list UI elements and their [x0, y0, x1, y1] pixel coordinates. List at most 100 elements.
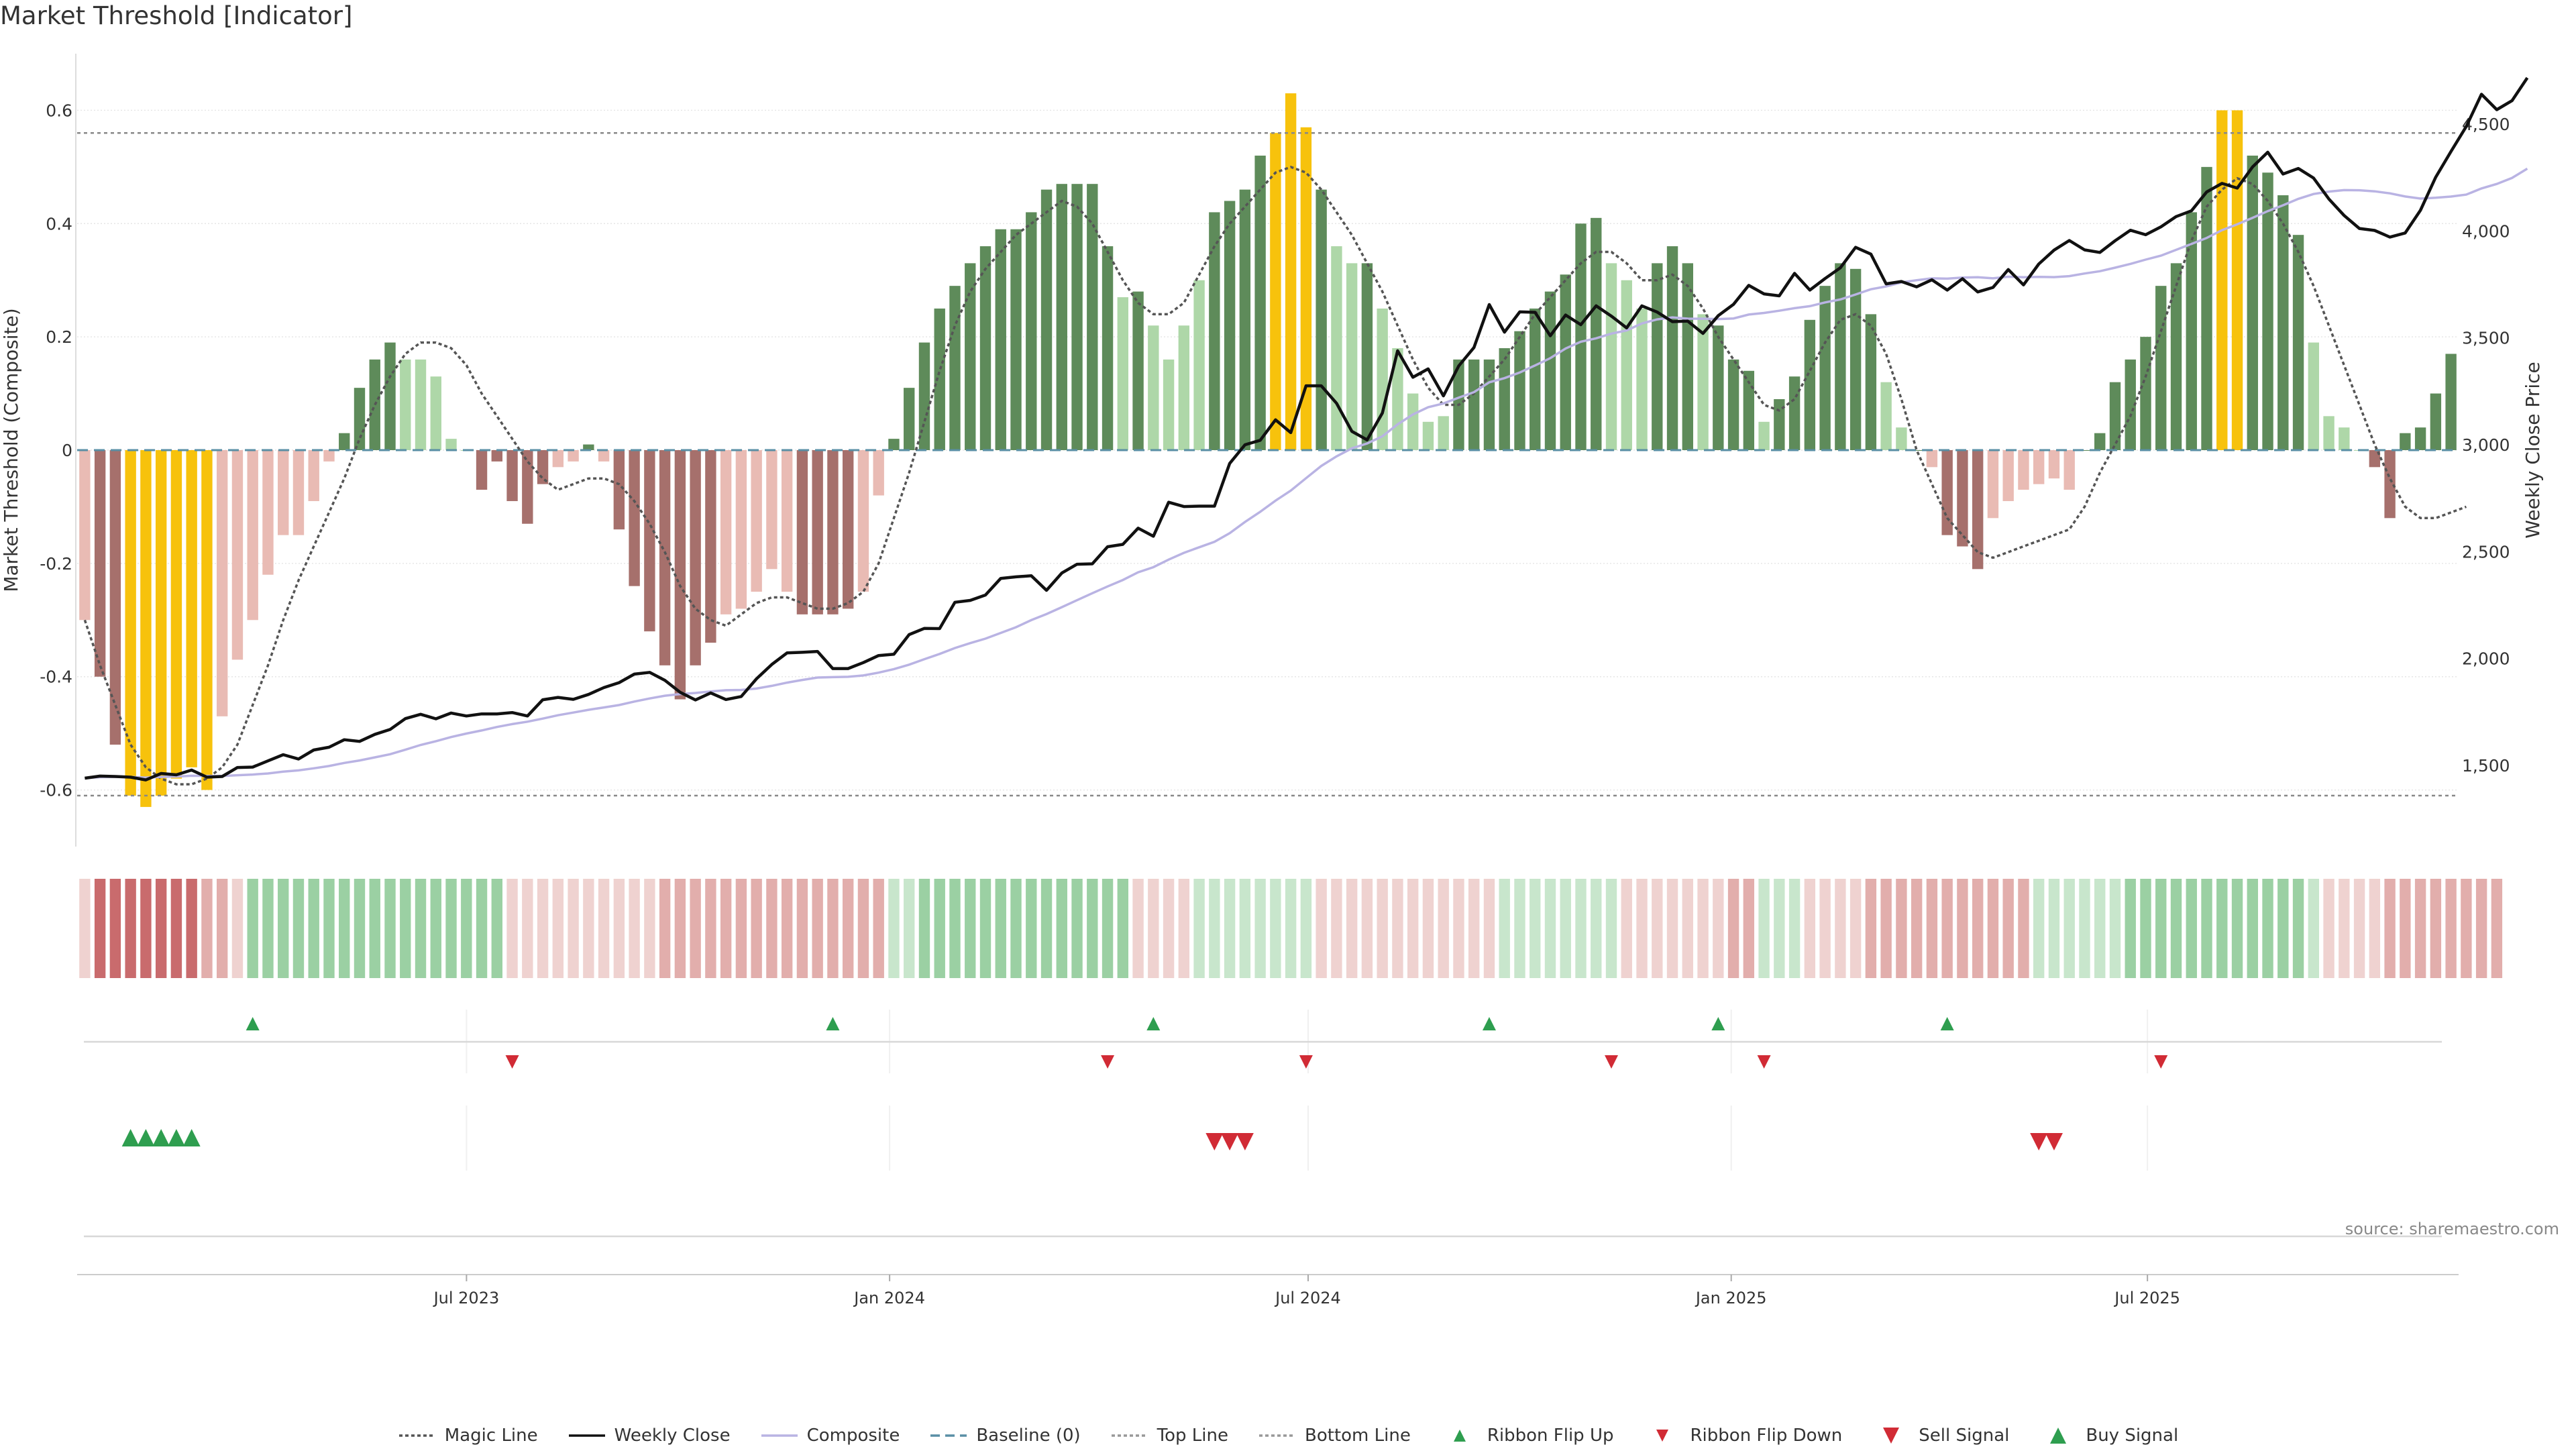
- sell-signal-marker: [2030, 1133, 2048, 1150]
- ribbon-cell: [2323, 879, 2334, 978]
- ribbon-cell: [1652, 879, 1663, 978]
- ribbon-cell: [1499, 879, 1510, 978]
- composite-bar: [949, 286, 961, 450]
- ribbon-flip-up-marker: [1711, 1017, 1725, 1030]
- legend-item: Ribbon Flip Down: [1643, 1426, 1842, 1446]
- composite-line: [85, 167, 2528, 780]
- ribbon-cell: [491, 879, 502, 978]
- composite-bar: [1529, 308, 1541, 450]
- composite-bar: [1758, 421, 1770, 450]
- left-tick-label: -0.4: [40, 667, 72, 687]
- legend-item: Bottom Line: [1258, 1426, 1411, 1446]
- legend-item: Weekly Close: [568, 1426, 731, 1446]
- legend-swatch: [930, 1434, 967, 1437]
- composite-bar: [140, 450, 152, 807]
- ribbon-cell: [1193, 879, 1205, 978]
- composite-bar: [1316, 189, 1327, 450]
- ribbon-cell: [2262, 879, 2273, 978]
- composite-bar: [79, 450, 91, 621]
- buy-signal-marker: [137, 1129, 155, 1146]
- ribbon-cell: [1117, 879, 1129, 978]
- composite-bar: [1102, 246, 1114, 450]
- ribbon-cell: [843, 879, 854, 978]
- ribbon-cell: [705, 879, 716, 978]
- ribbon-cell: [2231, 879, 2243, 978]
- ribbon-cell: [1560, 879, 1571, 978]
- composite-bar: [1743, 370, 1755, 450]
- composite-bar: [1880, 382, 1892, 450]
- composite-bar: [2002, 450, 2014, 501]
- legend-triangle: [1883, 1428, 1900, 1444]
- composite-bar: [1911, 450, 1923, 451]
- date-axis: Jul 2023 Jan 2024 Jul 2024 Jan 2025 Jul 2025: [77, 1274, 2459, 1307]
- ribbon-cell: [766, 879, 777, 978]
- composite-bar: [843, 450, 854, 609]
- composite-bar: [1987, 450, 1999, 519]
- legend-triangle: [2050, 1428, 2067, 1444]
- ribbon-cell: [979, 879, 991, 978]
- ribbon-cell: [445, 879, 457, 978]
- right-axis-title: Weekly Close Price: [2522, 362, 2544, 538]
- x-tick-label: Jan 2024: [853, 1289, 925, 1307]
- composite-bar: [1270, 133, 1281, 450]
- composite-bar: [720, 450, 732, 614]
- ribbon-cell: [1636, 879, 1648, 978]
- ribbon-cell: [262, 879, 274, 978]
- composite-bar: [1010, 229, 1022, 450]
- buy-signal-marker: [182, 1129, 201, 1146]
- ribbon-cell: [1697, 879, 1709, 978]
- composite-bar: [506, 450, 518, 501]
- composite-bar: [186, 450, 197, 767]
- composite-bar: [2170, 263, 2182, 450]
- ribbon-cell: [476, 879, 488, 978]
- ribbon-cell: [934, 879, 945, 978]
- ribbon-cell: [1835, 879, 1846, 978]
- ribbon-cell: [506, 879, 518, 978]
- composite-bar: [278, 450, 289, 535]
- composite-bar: [598, 450, 610, 462]
- right-tick-label: 1,500: [2462, 756, 2510, 775]
- sell-signal-marker: [2045, 1133, 2063, 1150]
- composite-bar: [827, 450, 839, 614]
- right-tick-label: 2,000: [2462, 649, 2510, 669]
- ribbon-cell: [247, 879, 258, 978]
- legend-item: Magic Line: [398, 1426, 538, 1446]
- composite-bar: [2308, 342, 2320, 450]
- ribbon-cell: [1026, 879, 1037, 978]
- ribbon-cell: [2063, 879, 2075, 978]
- legend-label: Ribbon Flip Down: [1690, 1426, 1843, 1446]
- composite-bar: [1087, 184, 1098, 450]
- ribbon-cell: [888, 879, 900, 978]
- ribbon-cell: [2430, 879, 2442, 978]
- composite-bar: [1117, 297, 1129, 450]
- ribbon-flip-up-marker: [1482, 1017, 1496, 1030]
- ribbon-cell: [2048, 879, 2060, 978]
- legend-swatch: [568, 1434, 605, 1437]
- ribbon-cell: [2186, 879, 2197, 978]
- ribbon-cell: [201, 879, 213, 978]
- composite-bar: [796, 450, 808, 614]
- ribbon-flip-up-marker: [246, 1017, 260, 1030]
- ribbon-cell: [1957, 879, 1968, 978]
- composite-bar: [2201, 166, 2212, 450]
- sell-signal-marker: [1236, 1133, 1254, 1150]
- composite-bar: [1148, 325, 1159, 450]
- chart-title: Market Threshold [Indicator]: [0, 1, 353, 30]
- legend-triangle: [1453, 1430, 1466, 1442]
- composite-bar: [1697, 314, 1709, 450]
- composite-bar: [613, 450, 625, 530]
- composite-bar: [1591, 217, 1602, 450]
- ribbon-cell: [1132, 879, 1144, 978]
- composite-bar: [1361, 263, 1373, 450]
- ribbon-cell: [2125, 879, 2136, 978]
- composite-bar: [1544, 291, 1556, 450]
- composite-bar: [109, 450, 121, 745]
- composite-bar: [308, 450, 319, 501]
- composite-bar: [522, 450, 533, 524]
- ribbon-cell: [1621, 879, 1632, 978]
- right-tick-label: 4,000: [2462, 221, 2510, 241]
- composite-bar: [2140, 337, 2151, 450]
- legend-label: Top Line: [1157, 1426, 1228, 1446]
- ribbon-cell: [430, 879, 441, 978]
- ribbon-cell: [613, 879, 625, 978]
